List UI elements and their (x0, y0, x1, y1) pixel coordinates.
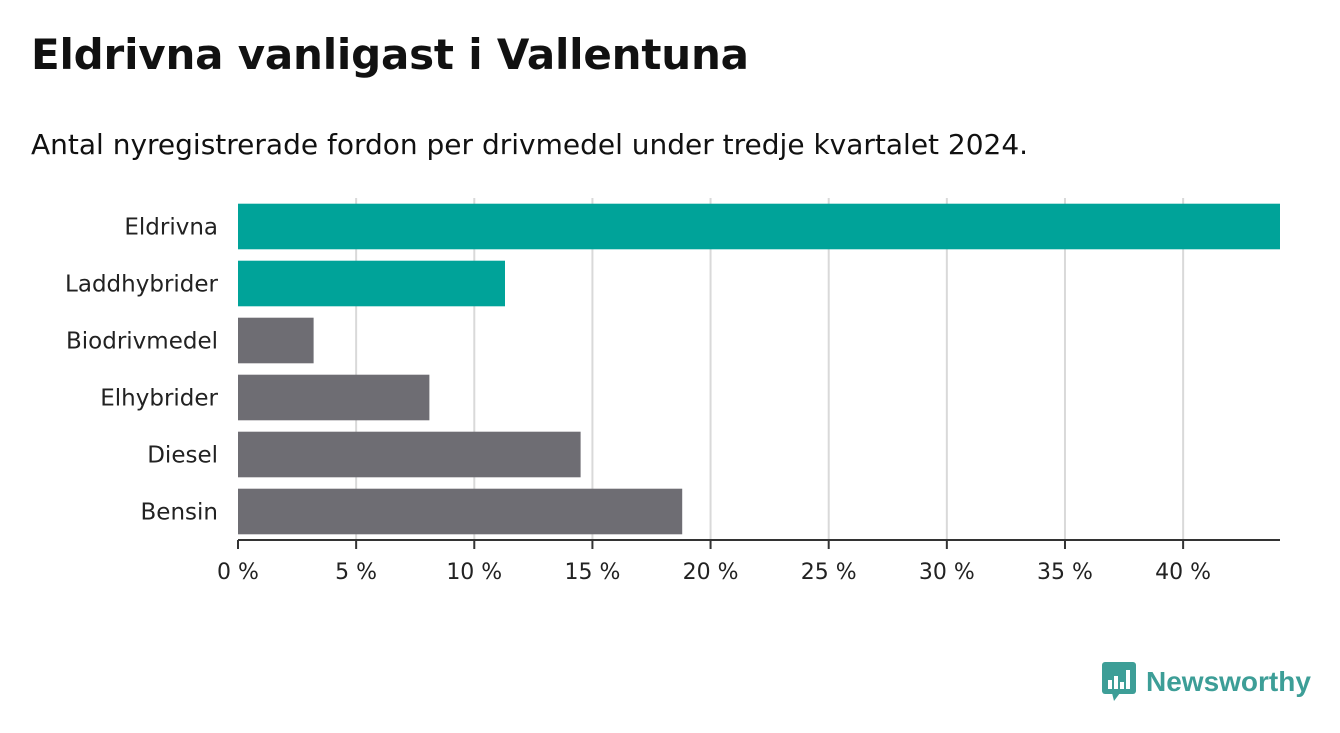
brand-name: Newsworthy (1146, 666, 1311, 697)
x-tick-label: 10 % (446, 560, 502, 585)
x-tick-label: 20 % (683, 560, 739, 585)
category-labels: Eldrivna Laddhybrider Biodrivmedel Elhybrid… (65, 215, 218, 526)
x-tick-label: 35 % (1037, 560, 1093, 585)
category-label: Bensin (141, 500, 218, 526)
bar-laddhybrider (238, 260, 505, 307)
x-tick-label: 0 % (217, 560, 259, 585)
bar-biodrivmedel (238, 317, 314, 364)
bar-eldrivna (238, 203, 1280, 250)
x-axis-ticks: 0 % 5 % 10 % 15 % 20 % 25 % 30 % 35 % 40 % (217, 540, 1211, 585)
category-label: Elhybrider (100, 386, 218, 412)
x-tick-label: 30 % (919, 560, 975, 585)
bar-bensin (238, 488, 683, 535)
chart-subtitle: Antal nyregistrerade fordon per drivmede… (31, 128, 1029, 161)
category-label: Biodrivmedel (66, 329, 218, 355)
brand-logo: Newsworthy (1102, 662, 1311, 702)
chart-title: Eldrivna vanligast i Vallentuna (31, 30, 749, 79)
bar-elhybrider (238, 374, 430, 421)
category-label: Eldrivna (124, 215, 218, 241)
x-tick-label: 5 % (335, 560, 377, 585)
bar-diesel (238, 431, 581, 478)
category-label: Diesel (147, 443, 218, 469)
gridlines (355, 198, 1185, 540)
x-tick-label: 40 % (1155, 560, 1211, 585)
x-tick-label: 25 % (801, 560, 857, 585)
category-label: Laddhybrider (65, 272, 218, 298)
bars (238, 203, 1280, 535)
newsworthy-logo-icon (1102, 662, 1136, 701)
x-tick-label: 15 % (564, 560, 620, 585)
